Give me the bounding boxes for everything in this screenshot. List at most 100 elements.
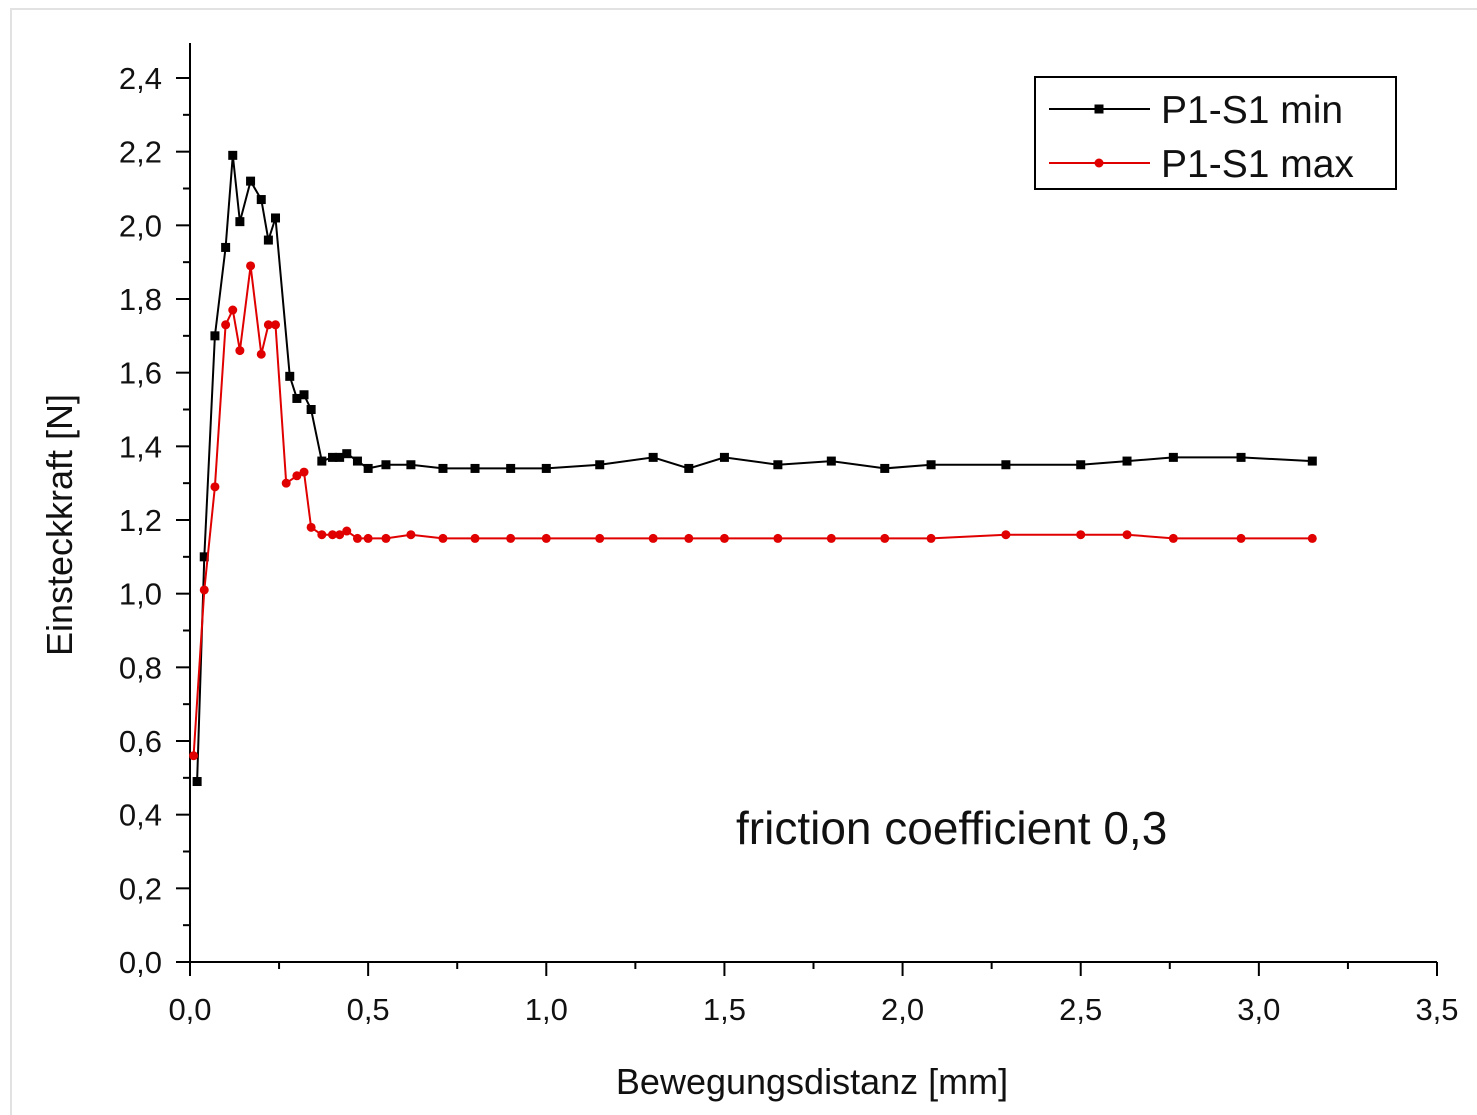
data-point xyxy=(363,463,373,473)
data-point xyxy=(228,305,238,315)
series-line xyxy=(192,265,1313,756)
data-point xyxy=(306,522,316,532)
x-axis-title: Bewegungsdistanz [mm] xyxy=(616,1061,1008,1102)
data-point xyxy=(826,456,836,466)
data-point xyxy=(342,526,352,536)
data-point xyxy=(263,320,273,330)
data-point xyxy=(381,533,391,543)
data-point xyxy=(773,460,783,470)
y-tick-label: 1,8 xyxy=(119,282,162,317)
data-point xyxy=(506,463,516,473)
data-point xyxy=(317,456,327,466)
data-point xyxy=(263,235,273,245)
data-point xyxy=(541,533,551,543)
y-tick-label: 2,0 xyxy=(119,208,162,243)
data-point xyxy=(352,456,362,466)
y-tick-label: 1,4 xyxy=(119,429,162,464)
data-point xyxy=(1122,456,1132,466)
x-tick-label: 3,0 xyxy=(1237,992,1280,1027)
x-tick-label: 2,0 xyxy=(881,992,924,1027)
y-tick-label: 0,6 xyxy=(119,724,162,759)
data-point xyxy=(292,471,302,481)
data-point xyxy=(648,452,658,462)
y-tick-label: 1,6 xyxy=(119,356,162,391)
data-point xyxy=(880,533,890,543)
data-point xyxy=(438,533,448,543)
data-point xyxy=(1122,530,1132,540)
data-point xyxy=(317,530,327,540)
data-point xyxy=(719,533,729,543)
legend-item: P1-S1 min xyxy=(1049,89,1343,132)
legend-label: P1-S1 min xyxy=(1161,89,1343,132)
data-point xyxy=(256,349,266,359)
data-point xyxy=(292,393,302,403)
data-point xyxy=(1001,460,1011,470)
legend-label: P1-S1 max xyxy=(1161,143,1354,186)
data-point xyxy=(210,331,220,341)
data-point xyxy=(595,460,605,470)
data-point xyxy=(506,533,516,543)
data-point xyxy=(192,777,202,787)
x-tick-label: 1,0 xyxy=(525,992,568,1027)
data-point xyxy=(335,452,345,462)
series-layer xyxy=(189,150,1317,787)
data-point xyxy=(199,585,209,595)
data-point xyxy=(328,530,338,540)
data-point xyxy=(684,533,694,543)
series-line xyxy=(196,155,1313,782)
axis-tick-labels: 0,0 0,2 0,4 0,6 0,8 1,0 1,2 1,4 1,6 1,8 2,0 2,2 2,4 0… xyxy=(119,61,1459,1027)
data-point xyxy=(189,751,199,761)
data-point xyxy=(256,195,266,205)
legend-marker xyxy=(1094,104,1104,114)
data-point xyxy=(1168,533,1178,543)
data-point xyxy=(246,261,256,271)
y-tick-label: 2,2 xyxy=(119,135,162,170)
data-point xyxy=(363,533,373,543)
data-point xyxy=(1307,533,1317,543)
data-point xyxy=(773,533,783,543)
data-point xyxy=(235,217,245,227)
data-point xyxy=(1307,456,1317,466)
friction-annotation: friction coefficient 0,3 xyxy=(736,802,1167,854)
data-point xyxy=(352,533,362,543)
data-point xyxy=(221,320,231,330)
data-point xyxy=(406,460,416,470)
data-point xyxy=(235,346,245,356)
data-point xyxy=(684,463,694,473)
y-tick-label: 0,0 xyxy=(119,945,162,980)
data-point xyxy=(381,460,391,470)
data-point xyxy=(648,533,658,543)
data-point xyxy=(1168,452,1178,462)
x-tick-label: 0,5 xyxy=(347,992,390,1027)
data-point xyxy=(880,463,890,473)
data-point xyxy=(271,213,281,223)
y-tick-label: 0,2 xyxy=(119,871,162,906)
data-point xyxy=(299,390,309,400)
x-tick-label: 2,5 xyxy=(1059,992,1102,1027)
legend-box xyxy=(1034,76,1397,190)
series-min xyxy=(192,150,1317,787)
data-point xyxy=(281,478,291,488)
data-point xyxy=(306,405,316,414)
data-point xyxy=(541,463,551,473)
data-point xyxy=(406,530,416,540)
data-point xyxy=(438,463,448,473)
data-point xyxy=(719,452,729,462)
data-point xyxy=(246,176,256,186)
data-point xyxy=(285,371,295,381)
y-tick-label: 1,0 xyxy=(119,577,162,612)
axis-ticks xyxy=(176,77,1438,976)
data-point xyxy=(470,533,480,543)
data-point xyxy=(271,320,281,330)
legend-item: P1-S1 max xyxy=(1049,143,1354,186)
data-point xyxy=(335,530,345,540)
data-point xyxy=(470,463,480,473)
data-point xyxy=(1236,452,1246,462)
data-point xyxy=(210,482,220,492)
legend-marker xyxy=(1094,158,1104,168)
data-point xyxy=(595,533,605,543)
data-point xyxy=(1076,530,1086,540)
data-point xyxy=(342,449,352,459)
data-point xyxy=(328,452,338,462)
